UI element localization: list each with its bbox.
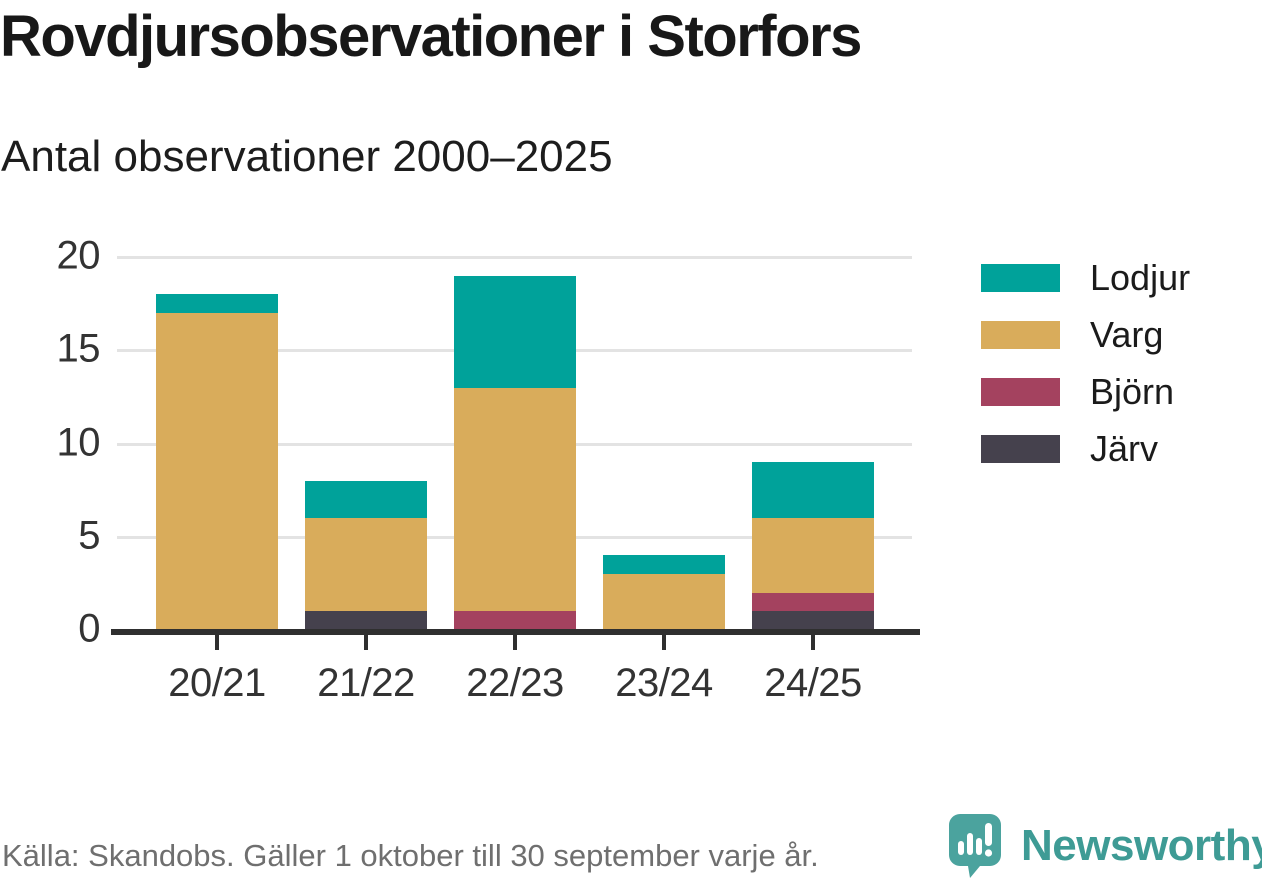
legend-swatch-Järv [981,435,1060,463]
y-axis-tick-label: 0 [78,606,100,651]
source-note: Källa: Skandobs. Gäller 1 oktober till 3… [2,838,819,873]
bar-segment-20/21-Lodjur [156,294,278,313]
x-axis-tick-mark [364,635,368,650]
legend: Lodjur Varg Björn Järv [981,257,1190,492]
bar-segment-21/22-Varg [305,518,427,611]
x-axis-tick-mark [662,635,666,650]
legend-label: Björn [1090,371,1175,412]
bar-segment-22/23-Björn [454,611,576,630]
y-axis-tick-label: 5 [78,513,100,558]
bar-segment-22/23-Varg [454,388,576,611]
legend-item-Björn: Björn [981,371,1190,412]
x-axis-tick-label: 22/23 [466,661,564,705]
x-axis-tick-mark [513,635,517,650]
bar-segment-24/25-Björn [752,593,874,611]
bar-segment-23/24-Lodjur [603,555,725,574]
x-axis-tick-label: 24/25 [764,661,862,705]
bar-segment-24/25-Järv [752,611,874,630]
bar-segment-22/23-Lodjur [454,276,576,388]
legend-item-Järv: Järv [981,428,1190,469]
bar-segment-24/25-Lodjur [752,462,874,518]
legend-swatch-Björn [981,378,1060,406]
bar-segment-24/25-Varg [752,518,874,593]
y-axis-tick-label: 10 [56,419,101,464]
legend-swatch-Lodjur [981,264,1060,292]
bar-segment-23/24-Varg [603,574,725,630]
x-axis-line [111,629,920,635]
x-axis-tick-mark [215,635,219,650]
legend-item-Varg: Varg [981,314,1190,355]
chart-title: Rovdjursobservationer i Storfors [0,4,862,69]
chart-subtitle: Antal observationer 2000–2025 [1,132,613,181]
legend-swatch-Varg [981,321,1060,349]
x-axis-tick-label: 21/22 [317,661,415,705]
legend-label: Lodjur [1090,257,1191,298]
y-axis-tick-label: 15 [56,326,101,371]
legend-item-Lodjur: Lodjur [981,257,1190,298]
y-axis-tick-label: 20 [56,233,101,278]
bar-segment-21/22-Lodjur [305,481,427,518]
legend-label: Järv [1090,428,1159,469]
newsworthy-logo: Newsworthy [947,812,1262,878]
x-axis-tick-label: 20/21 [168,661,266,705]
bar-segment-20/21-Varg [156,313,278,630]
x-axis-tick-label: 23/24 [615,661,713,705]
bar-segment-21/22-Järv [305,611,427,630]
legend-label: Varg [1090,314,1164,355]
newsworthy-logo-icon [949,814,1001,878]
newsworthy-logo-text: Newsworthy [1021,821,1262,870]
x-axis-tick-mark [811,635,815,650]
gridline-y20 [117,256,912,259]
